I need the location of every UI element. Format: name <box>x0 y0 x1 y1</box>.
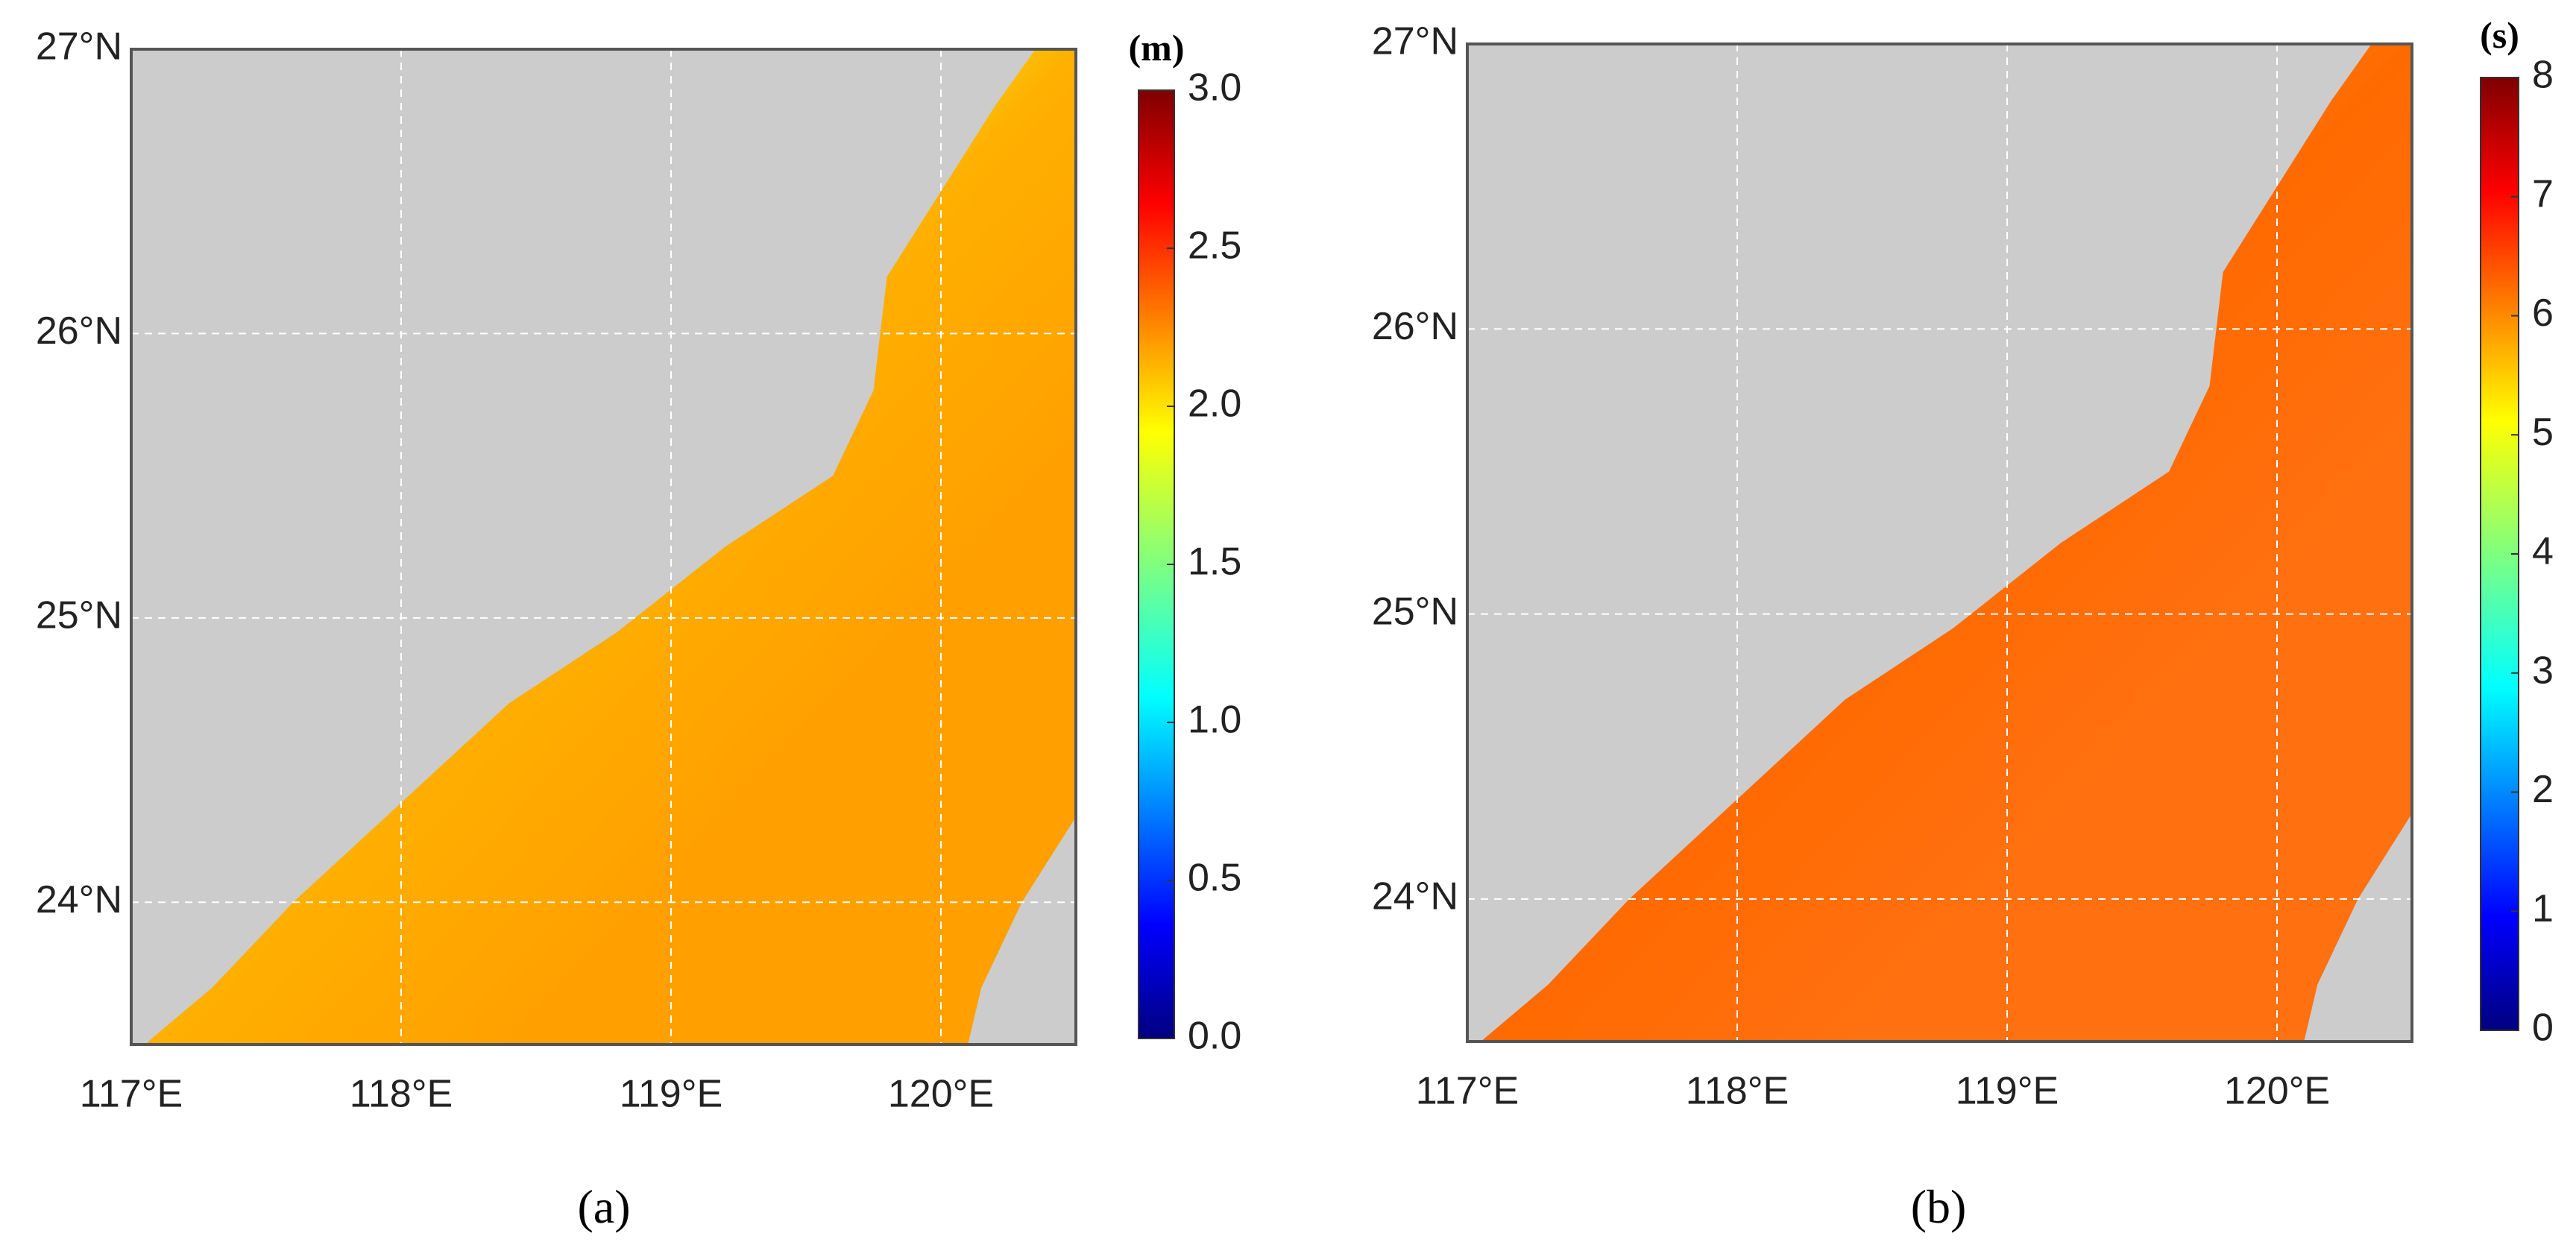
y-tick-label: 26°N <box>1372 305 1458 348</box>
x-tick-label: 120°E <box>2224 1070 2330 1113</box>
colorbar-tick-label: 1.0 <box>1188 699 1241 742</box>
land <box>2304 813 2412 1041</box>
colorbar-tick-label: 5 <box>2532 411 2554 454</box>
y-tick-label: 27°N <box>1372 20 1458 63</box>
y-tick-label: 26°N <box>36 309 122 353</box>
y-tick-label: 27°N <box>36 25 122 69</box>
colorbar-tick-label: 6 <box>2532 291 2554 335</box>
colorbar-tick-label: 3 <box>2532 649 2554 692</box>
colorbar-tick-label: 4 <box>2532 530 2554 573</box>
y-tick-label: 25°N <box>1372 590 1458 633</box>
panel-label: (b) <box>1911 1180 1967 1233</box>
colorbar-tick-label: 2.5 <box>1188 224 1241 268</box>
sea <box>145 49 1077 1044</box>
colorbar-tick-label: 0 <box>2532 1006 2554 1050</box>
colorbar-tick-label: 1 <box>2532 887 2554 930</box>
panel-label: (a) <box>577 1180 630 1233</box>
colorbar-tick-label: 2 <box>2532 768 2554 811</box>
colorbar-tick-label: 8 <box>2532 54 2554 97</box>
x-tick-label: 120°E <box>888 1073 994 1116</box>
x-tick-label: 118°E <box>1686 1070 1789 1113</box>
x-tick-label: 119°E <box>1956 1070 2059 1113</box>
y-tick-label: 24°N <box>1372 875 1458 918</box>
colorbar-tick-label: 0.0 <box>1188 1015 1241 1058</box>
colorbar-tick-label: 3.0 <box>1188 66 1241 110</box>
x-tick-label: 119°E <box>620 1073 722 1116</box>
colorbar-tick-label: 7 <box>2532 172 2554 215</box>
y-tick-label: 25°N <box>36 594 122 637</box>
colorbar-tick-label: 2.0 <box>1188 382 1241 426</box>
land <box>968 816 1076 1044</box>
colorbar-unit: (s) <box>2480 14 2519 56</box>
colorbar-unit: (m) <box>1129 27 1185 69</box>
map-frame <box>1466 42 2413 1043</box>
x-tick-label: 118°E <box>350 1073 453 1116</box>
x-tick-label: 117°E <box>80 1073 183 1116</box>
map-frame <box>130 48 1077 1046</box>
colorbar-tick-label: 0.5 <box>1188 857 1241 900</box>
sea <box>1481 44 2412 1041</box>
colorbar-tick-label: 1.5 <box>1188 541 1241 584</box>
y-tick-label: 24°N <box>36 878 122 921</box>
x-tick-label: 117°E <box>1416 1070 1519 1113</box>
